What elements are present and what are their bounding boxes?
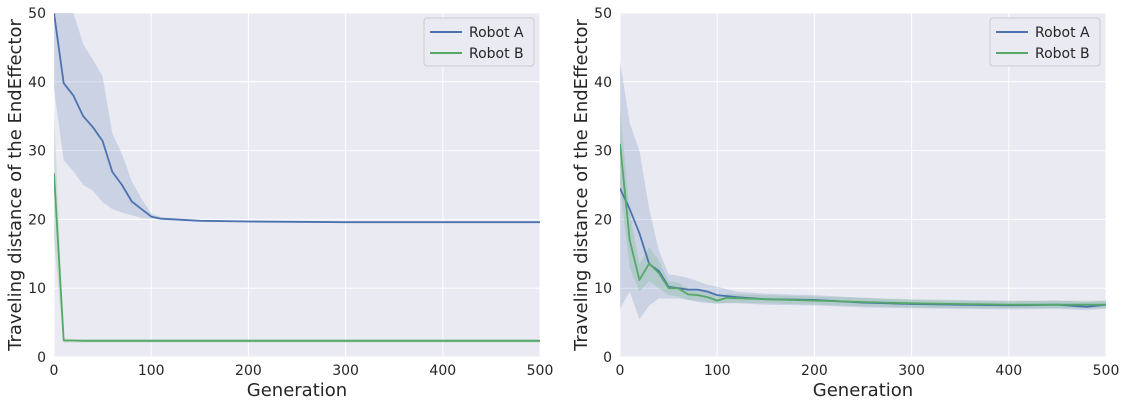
x-tick-label: 300 (332, 363, 359, 379)
y-tick-label: 0 (37, 350, 46, 366)
series-line-robot-b (620, 143, 1106, 306)
y-tick-label: 30 (594, 144, 612, 160)
x-tick-label: 300 (898, 363, 925, 379)
legend-entry: Robot B (1035, 46, 1090, 62)
y-tick-label: 20 (28, 212, 46, 228)
y-tick-label: 30 (28, 144, 46, 160)
plot-area (54, 13, 540, 357)
y-tick-label: 40 (594, 75, 612, 91)
x-tick-label: 500 (1093, 363, 1120, 379)
y-tick-label: 20 (594, 212, 612, 228)
x-tick-label: 0 (50, 363, 59, 379)
legend: Robot A Robot B (423, 17, 535, 67)
chart-panel-1: 0 100 200 300 400 500 0 10 20 30 40 50 Generation Tra… (5, 6, 553, 401)
series-line-robot-b (54, 173, 540, 342)
x-tick-label: 100 (138, 363, 165, 379)
plot-area (620, 13, 1106, 357)
confidence-band-robot-a (54, 13, 540, 223)
legend-entry: Robot A (469, 25, 524, 41)
legend-entry: Robot B (469, 46, 524, 62)
x-tick-label: 400 (429, 363, 456, 379)
x-axis-label: Generation (813, 380, 913, 401)
series-group (620, 61, 1106, 320)
x-tick-label: 0 (616, 363, 625, 379)
y-axis-label: Traveling distance of the EndEffector (571, 19, 592, 352)
confidence-band-robot-a (620, 61, 1106, 320)
x-tick-label: 100 (704, 363, 731, 379)
x-tick-label: 400 (995, 363, 1022, 379)
y-tick-label: 10 (28, 281, 46, 297)
x-tick-label: 200 (801, 363, 828, 379)
y-tick-label: 50 (28, 6, 46, 22)
chart-panel-2: 0 100 200 300 400 500 0 10 20 30 40 50 Generation Tra… (571, 6, 1119, 401)
x-axis-label: Generation (247, 380, 347, 401)
x-tick-label: 200 (235, 363, 262, 379)
series-line-robot-a (54, 13, 540, 224)
y-tick-label: 40 (28, 75, 46, 91)
y-axis-label: Traveling distance of the EndEffector (5, 19, 26, 352)
y-tick-label: 0 (603, 350, 612, 366)
legend: Robot A Robot B (989, 17, 1101, 67)
x-tick-label: 500 (527, 363, 554, 379)
y-tick-label: 10 (594, 281, 612, 297)
y-tick-label: 50 (594, 6, 612, 22)
legend-entry: Robot A (1035, 25, 1090, 41)
series-group (54, 13, 540, 343)
